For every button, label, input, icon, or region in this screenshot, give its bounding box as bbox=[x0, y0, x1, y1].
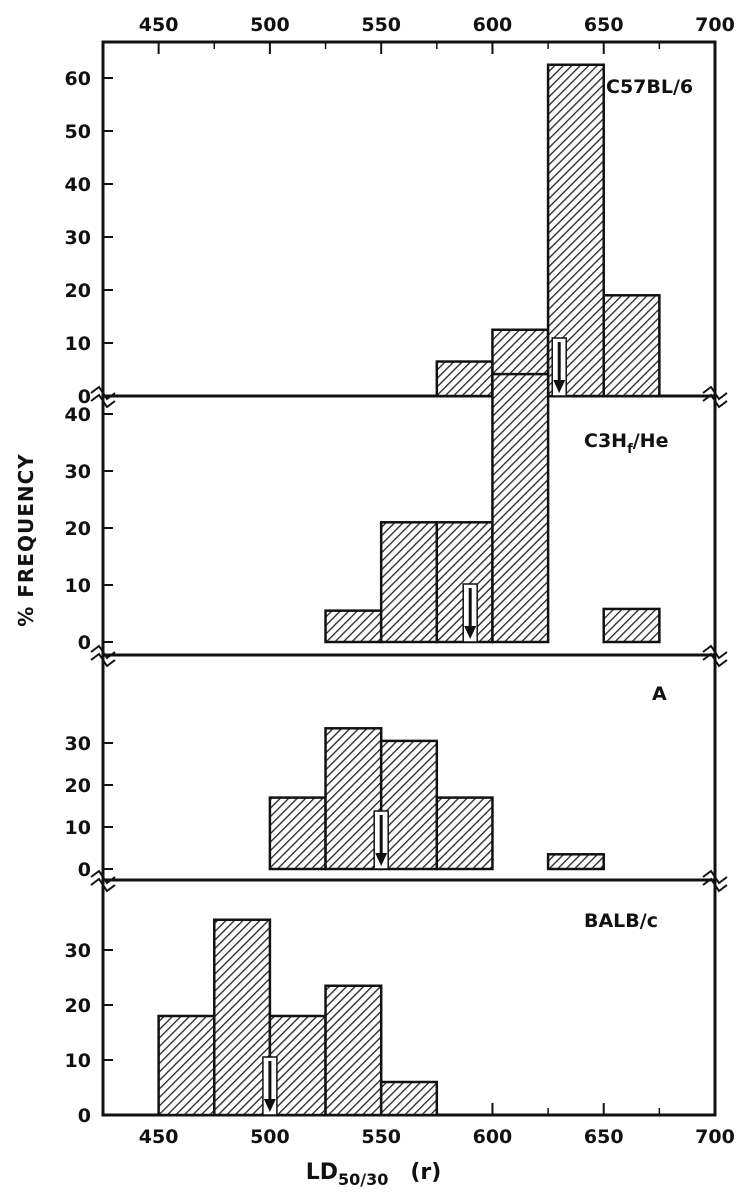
x-tick-label-top: 500 bbox=[250, 14, 290, 36]
histogram-bar bbox=[602, 607, 661, 644]
y-tick-label: 0 bbox=[78, 386, 91, 408]
mean-arrow-head bbox=[553, 380, 566, 393]
y-tick-label: 40 bbox=[65, 174, 91, 196]
histogram-bar bbox=[324, 727, 383, 871]
y-tick-label: 30 bbox=[65, 227, 91, 249]
x-axis-label-main: LD bbox=[305, 1160, 338, 1185]
axis-break-mark bbox=[702, 644, 728, 668]
histogram-bar bbox=[213, 918, 272, 1117]
y-tick-label: 40 bbox=[65, 404, 91, 426]
strain-label: A bbox=[652, 683, 667, 705]
histogram-bar bbox=[268, 796, 327, 871]
x-tick-label-bottom: 550 bbox=[361, 1126, 401, 1148]
y-tick-label: 10 bbox=[65, 575, 91, 597]
histogram-bar bbox=[491, 372, 550, 644]
y-tick-label: 10 bbox=[65, 1050, 91, 1072]
y-axis-label: % FREQUENCY bbox=[14, 453, 38, 627]
y-tick-label: 0 bbox=[78, 632, 91, 654]
x-tick-label-bottom: 650 bbox=[584, 1126, 624, 1148]
y-tick-label: 30 bbox=[65, 461, 91, 483]
axis-break-mark bbox=[702, 869, 728, 893]
y-tick-label: 60 bbox=[65, 68, 91, 90]
y-tick-label: 20 bbox=[65, 518, 91, 540]
y-tick-label: 50 bbox=[65, 121, 91, 143]
x-axis-label-subscript: 50/30 bbox=[337, 1170, 389, 1189]
strain-label-subscript: f bbox=[627, 442, 633, 457]
axis-break-mark bbox=[702, 385, 728, 409]
x-tick-label-bottom: 450 bbox=[139, 1126, 179, 1148]
x-axis-label-unit: (r) bbox=[410, 1160, 442, 1185]
x-tick-label-top: 650 bbox=[584, 14, 624, 36]
strain-label-tail: /He bbox=[633, 430, 669, 452]
x-tick-label-top: 700 bbox=[695, 14, 735, 36]
x-tick-label-top: 450 bbox=[139, 14, 179, 36]
histogram-bar bbox=[324, 984, 383, 1117]
y-tick-label: 10 bbox=[65, 333, 91, 355]
strain-label: BALB/c bbox=[584, 910, 658, 932]
mean-arrow-head bbox=[263, 1099, 276, 1112]
y-tick-label: 30 bbox=[65, 940, 91, 962]
histogram-bar bbox=[379, 739, 439, 871]
y-tick-label: 20 bbox=[65, 995, 91, 1017]
plot-area: 4504505005005505506006006506507007000102… bbox=[65, 14, 735, 1148]
x-tick-label-top: 600 bbox=[473, 14, 513, 36]
y-tick-label: 0 bbox=[78, 859, 91, 881]
x-tick-label-bottom: 500 bbox=[250, 1126, 290, 1148]
strain-label: C3Hf/He bbox=[584, 430, 668, 457]
strain-label: C57BL/6 bbox=[606, 76, 693, 98]
mean-arrow-head bbox=[464, 626, 477, 639]
x-tick-label-bottom: 700 bbox=[695, 1126, 735, 1148]
histogram-bar bbox=[435, 360, 494, 398]
strain-label-main: C3H bbox=[584, 430, 627, 452]
histogram-bar bbox=[379, 521, 439, 644]
x-tick-label-bottom: 600 bbox=[473, 1126, 513, 1148]
y-tick-label: 20 bbox=[65, 775, 91, 797]
histogram-bar bbox=[435, 796, 494, 871]
axis-break-mark bbox=[90, 644, 116, 668]
histogram-bar bbox=[546, 853, 605, 871]
histogram-bar bbox=[602, 294, 661, 398]
mean-arrow-head bbox=[375, 853, 388, 866]
y-axis-label-container: % FREQUENCY bbox=[6, 420, 46, 660]
y-tick-label: 20 bbox=[65, 280, 91, 302]
x-tick-label-top: 550 bbox=[361, 14, 401, 36]
y-tick-label: 10 bbox=[65, 817, 91, 839]
y-tick-label: 0 bbox=[78, 1105, 91, 1127]
histogram-bar bbox=[324, 609, 383, 644]
histogram-bar bbox=[157, 1014, 216, 1117]
y-tick-label: 30 bbox=[65, 733, 91, 755]
x-axis-label: LD50/30 (r) bbox=[0, 1160, 747, 1189]
histogram-bar bbox=[268, 1014, 327, 1117]
histogram-bar bbox=[379, 1080, 439, 1117]
axis-break-mark bbox=[90, 869, 116, 893]
